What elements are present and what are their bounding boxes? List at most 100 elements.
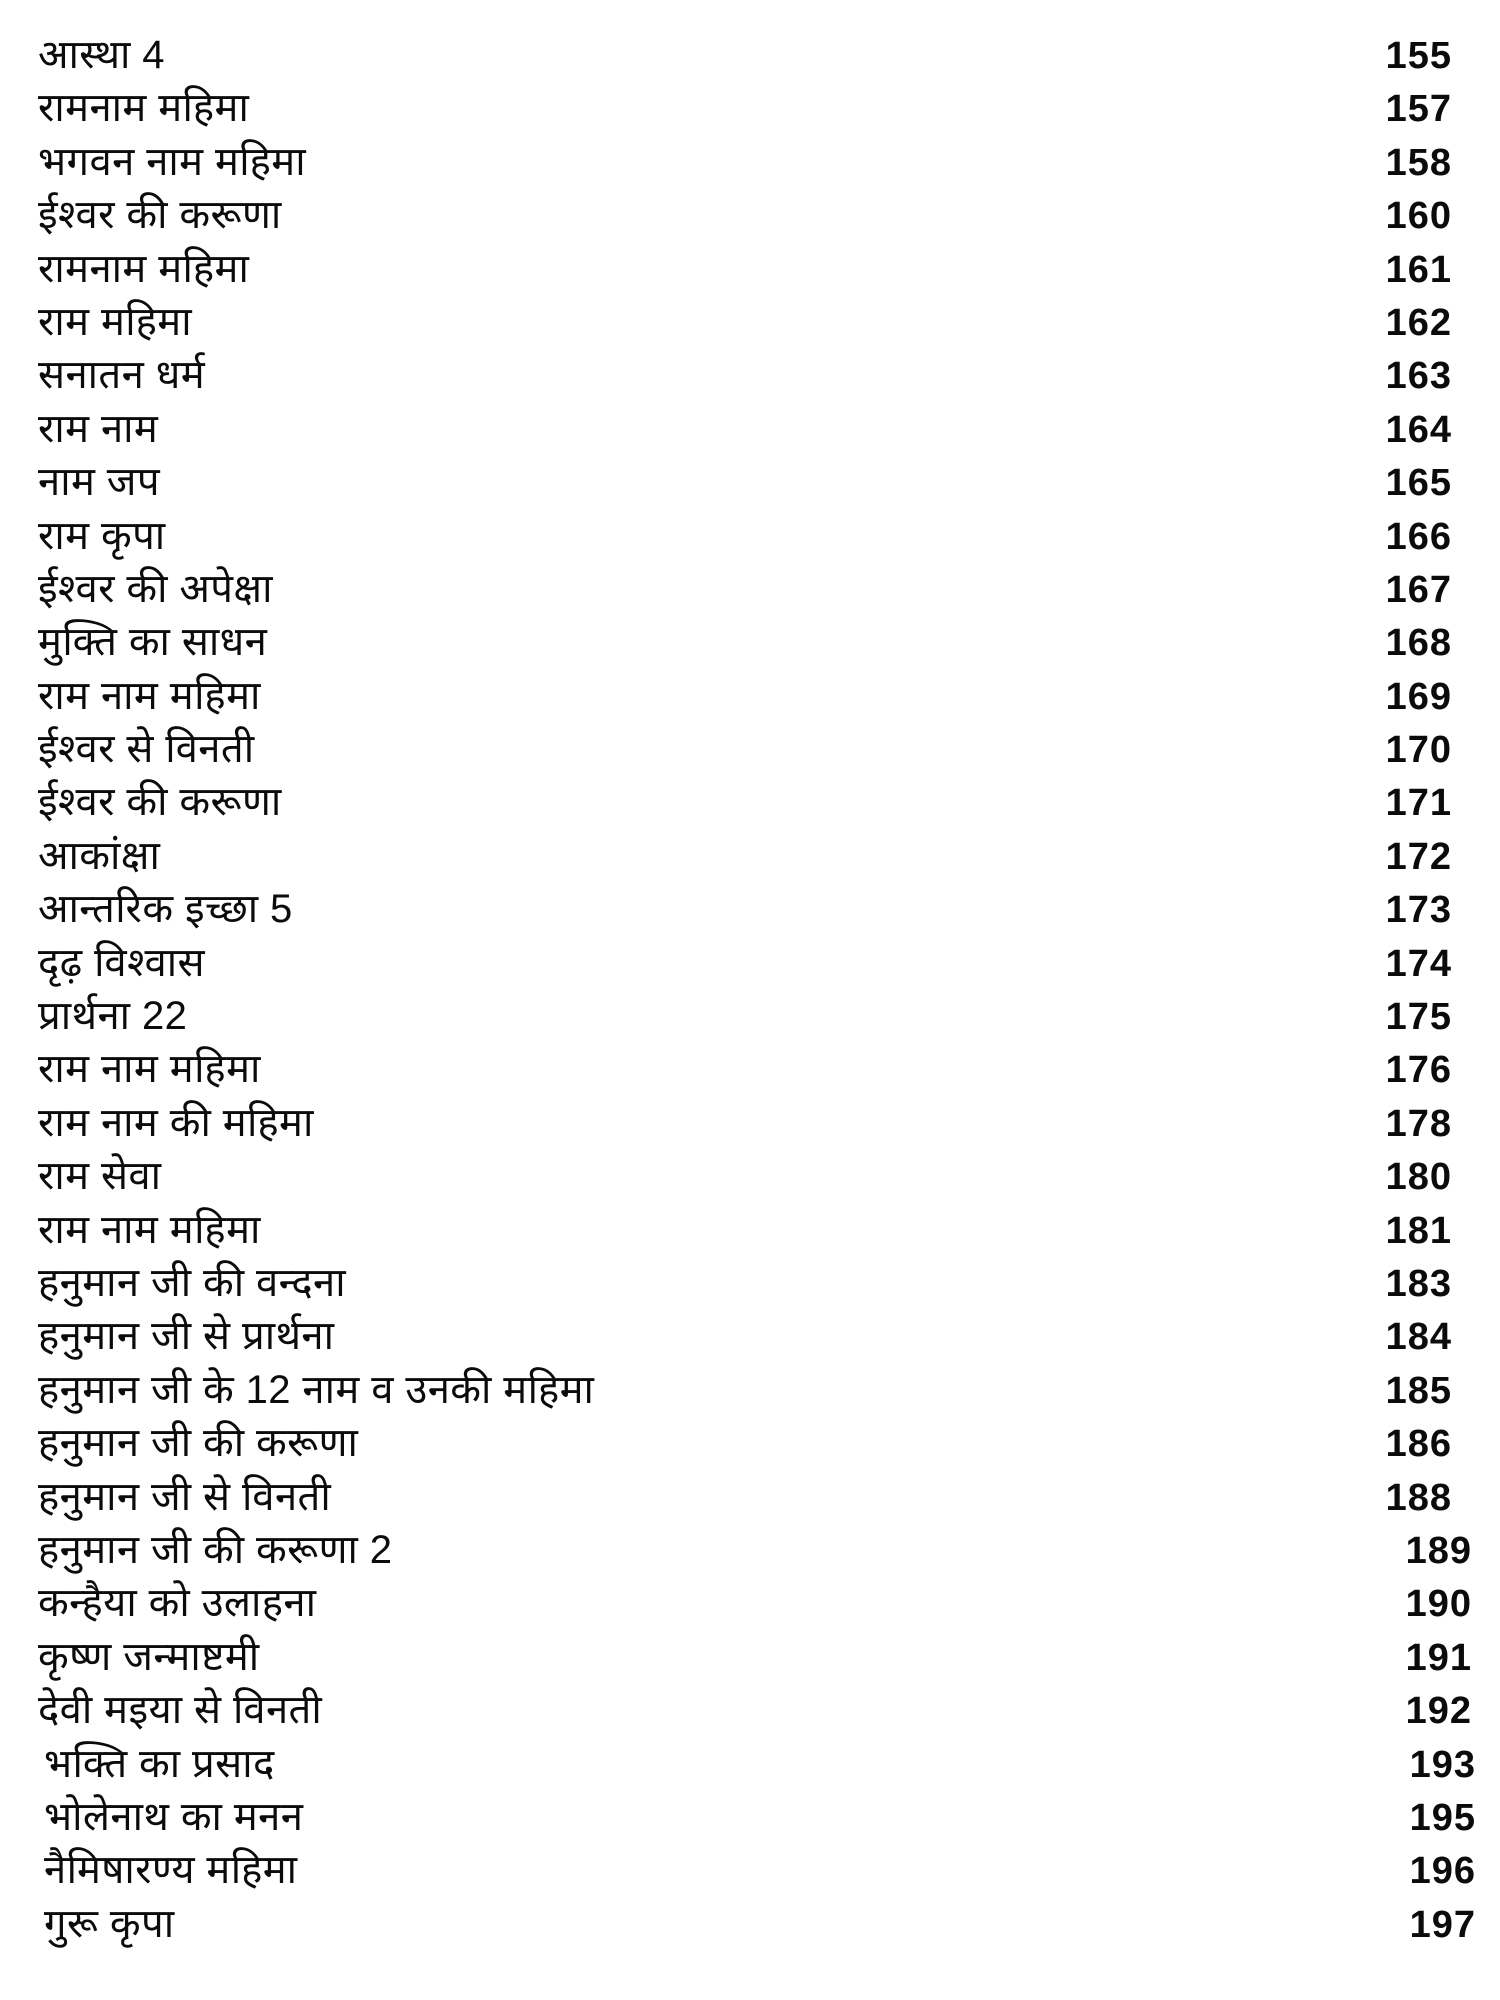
toc-entry[interactable]: नाम जप 165 bbox=[0, 461, 1500, 514]
toc-entry-title: ईश्वर की अपेक्षा bbox=[38, 566, 273, 611]
toc-entry-page-number: 193 bbox=[1409, 1743, 1476, 1786]
toc-entry-title: ईश्वर से विनती bbox=[38, 727, 255, 772]
toc-entry-page-number: 173 bbox=[1385, 889, 1452, 932]
toc-entry[interactable]: ईश्वर की करूणा 160 bbox=[0, 194, 1500, 247]
toc-entry-title: राम नाम महिमा bbox=[38, 673, 261, 718]
toc-entry-title: गुरू कृपा bbox=[44, 1901, 175, 1946]
toc-entry-title: मुक्ति का साधन bbox=[38, 620, 268, 665]
toc-entry-page-number: 169 bbox=[1385, 675, 1452, 718]
toc-entry-title: रामनाम महिमा bbox=[38, 86, 250, 131]
toc-entry-page-number: 186 bbox=[1385, 1423, 1452, 1466]
toc-entry-page-number: 196 bbox=[1409, 1850, 1476, 1893]
toc-entry[interactable]: राम नाम महिमा 169 bbox=[0, 675, 1500, 728]
toc-entry-page-number: 166 bbox=[1385, 515, 1452, 558]
toc-entry-page-number: 178 bbox=[1385, 1102, 1452, 1145]
toc-entry[interactable]: हनुमान जी से विनती 188 bbox=[0, 1476, 1500, 1529]
toc-entry-title: रामनाम महिमा bbox=[38, 246, 250, 291]
toc-entry[interactable]: भगवन नाम महिमा 158 bbox=[0, 141, 1500, 194]
toc-entry-title: ईश्वर की करूणा bbox=[38, 193, 282, 238]
toc-entry[interactable]: भोलेनाथ का मनन 195 bbox=[0, 1796, 1500, 1849]
toc-entry-page-number: 160 bbox=[1385, 195, 1452, 238]
toc-entry-page-number: 185 bbox=[1385, 1369, 1452, 1412]
toc-entry-page-number: 162 bbox=[1385, 301, 1452, 344]
toc-entry[interactable]: राम कृपा 166 bbox=[0, 515, 1500, 568]
toc-entry[interactable]: राम महिमा 162 bbox=[0, 301, 1500, 354]
toc-entry-title: राम कृपा bbox=[38, 513, 166, 558]
toc-entry[interactable]: राम नाम 164 bbox=[0, 408, 1500, 461]
toc-entry-page-number: 157 bbox=[1385, 88, 1452, 131]
toc-entry-title: राम नाम महिमा bbox=[38, 1207, 261, 1252]
toc-entry-title: हनुमान जी से प्रार्थना bbox=[38, 1314, 335, 1359]
toc-entry-page-number: 181 bbox=[1385, 1209, 1452, 1252]
toc-entry[interactable]: आन्तरिक इच्छा 5 173 bbox=[0, 888, 1500, 941]
toc-entry-title: भोलेनाथ का मनन bbox=[44, 1794, 304, 1839]
toc-entry[interactable]: प्रार्थना 22 175 bbox=[0, 995, 1500, 1048]
toc-entry-page-number: 175 bbox=[1385, 996, 1452, 1039]
toc-entry-title: हनुमान जी के 12 नाम व उनकी महिमा bbox=[38, 1367, 595, 1412]
toc-entry[interactable]: रामनाम महिमा 157 bbox=[0, 87, 1500, 140]
toc-entry-title: नैमिषारण्य महिमा bbox=[44, 1848, 298, 1893]
toc-entry-page-number: 191 bbox=[1405, 1636, 1472, 1679]
toc-entry-title: ईश्वर की करूणा bbox=[38, 780, 282, 825]
toc-entry-title: कन्हैया को उलाहना bbox=[38, 1581, 317, 1626]
toc-entry-title: प्रार्थना 22 bbox=[38, 994, 188, 1039]
toc-entry[interactable]: आकांक्षा 172 bbox=[0, 835, 1500, 888]
toc-entry-page-number: 197 bbox=[1409, 1903, 1476, 1946]
toc-entry-title: भगवन नाम महिमा bbox=[38, 139, 306, 184]
toc-entry-page-number: 183 bbox=[1385, 1262, 1452, 1305]
toc-entry-page-number: 155 bbox=[1385, 35, 1452, 77]
toc-entry[interactable]: राम नाम महिमा 176 bbox=[0, 1048, 1500, 1101]
toc-entry-title: राम महिमा bbox=[38, 299, 192, 344]
toc-entry-title: देवी मइया से विनती bbox=[38, 1688, 323, 1733]
toc-entry[interactable]: राम नाम महिमा 181 bbox=[0, 1209, 1500, 1262]
toc-entry-page-number: 189 bbox=[1405, 1529, 1472, 1572]
toc-entry-page-number: 170 bbox=[1385, 729, 1452, 772]
toc-entry-page-number: 174 bbox=[1385, 942, 1452, 985]
toc-entry-page-number: 164 bbox=[1385, 408, 1452, 451]
toc-entry-page-number: 192 bbox=[1405, 1690, 1472, 1733]
toc-entry-page-number: 188 bbox=[1385, 1476, 1452, 1519]
toc-entry-page-number: 161 bbox=[1385, 248, 1452, 291]
toc-entry-title: भक्ति का प्रसाद bbox=[44, 1741, 275, 1786]
toc-entry[interactable]: ईश्वर से विनती 170 bbox=[0, 728, 1500, 781]
toc-entry-title: राम सेवा bbox=[38, 1154, 162, 1199]
toc-entry[interactable]: आस्था 4 155 bbox=[0, 34, 1500, 87]
toc-entry-page-number: 163 bbox=[1385, 355, 1452, 398]
toc-entry-title: हनुमान जी से विनती bbox=[38, 1474, 332, 1519]
toc-entry[interactable]: रामनाम महिमा 161 bbox=[0, 248, 1500, 301]
toc-entry[interactable]: हनुमान जी के 12 नाम व उनकी महिमा 185 bbox=[0, 1369, 1500, 1422]
toc-entry-page-number: 168 bbox=[1385, 622, 1452, 665]
toc-entry-page-number: 171 bbox=[1385, 782, 1452, 825]
toc-entry[interactable]: नैमिषारण्य महिमा 196 bbox=[0, 1849, 1500, 1902]
toc-entry-title: हनुमान जी की करूणा 2 bbox=[38, 1527, 393, 1572]
toc-entry[interactable]: हनुमान जी की करूणा 2 189 bbox=[0, 1529, 1500, 1582]
toc-entry[interactable]: ईश्वर की करूणा 171 bbox=[0, 781, 1500, 834]
toc-entry-page-number: 172 bbox=[1385, 835, 1452, 878]
toc-entry-title: राम नाम bbox=[38, 406, 159, 451]
toc-entry[interactable]: राम सेवा 180 bbox=[0, 1155, 1500, 1208]
toc-entry-title: आन्तरिक इच्छा 5 bbox=[38, 887, 293, 932]
toc-entry-title: आकांक्षा bbox=[38, 833, 161, 878]
toc-entry-title: सनातन धर्म bbox=[38, 353, 206, 398]
toc-entry[interactable]: भक्ति का प्रसाद 193 bbox=[0, 1743, 1500, 1796]
toc-entry[interactable]: मुक्ति का साधन 168 bbox=[0, 621, 1500, 674]
toc-entry[interactable]: देवी मइया से विनती 192 bbox=[0, 1689, 1500, 1742]
toc-entry-title: हनुमान जी की करूणा bbox=[38, 1421, 359, 1466]
toc-entry-page-number: 180 bbox=[1385, 1156, 1452, 1199]
toc-entry[interactable]: हनुमान जी की करूणा 186 bbox=[0, 1422, 1500, 1475]
toc-entry[interactable]: हनुमान जी से प्रार्थना 184 bbox=[0, 1315, 1500, 1368]
toc-entry-page-number: 165 bbox=[1385, 462, 1452, 505]
toc-entry[interactable]: कन्हैया को उलाहना 190 bbox=[0, 1582, 1500, 1635]
toc-entry[interactable]: दृढ़ विश्वास 174 bbox=[0, 942, 1500, 995]
toc-entry-title: नाम जप bbox=[38, 460, 160, 505]
toc-entry[interactable]: सनातन धर्म 163 bbox=[0, 354, 1500, 407]
toc-entry[interactable]: कृष्ण जन्माष्टमी 191 bbox=[0, 1636, 1500, 1689]
toc-entry[interactable]: हनुमान जी की वन्दना 183 bbox=[0, 1262, 1500, 1315]
toc-entry-page-number: 184 bbox=[1385, 1316, 1452, 1359]
toc-entry-page-number: 195 bbox=[1409, 1796, 1476, 1839]
toc-entry-page-number: 158 bbox=[1385, 141, 1452, 184]
toc-entry[interactable]: राम नाम की महिमा 178 bbox=[0, 1102, 1500, 1155]
toc-entry[interactable]: ईश्वर की अपेक्षा 167 bbox=[0, 568, 1500, 621]
toc-entry[interactable]: गुरू कृपा 197 bbox=[0, 1903, 1500, 1956]
